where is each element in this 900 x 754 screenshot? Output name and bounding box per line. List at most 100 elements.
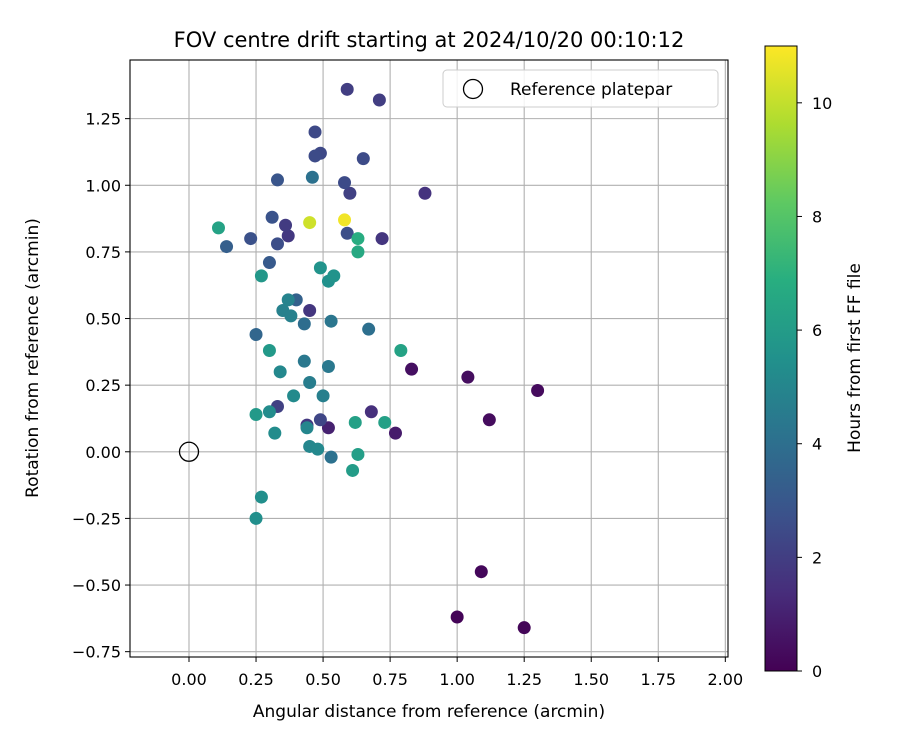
scatter-point	[308, 125, 322, 139]
scatter-point	[244, 232, 258, 246]
x-tick-label: 0.25	[238, 670, 274, 689]
scatter-point	[378, 415, 392, 429]
scatter-points	[211, 82, 545, 635]
scatter-point	[287, 389, 301, 403]
x-axis-ticks: 0.00 0.25 0.50 0.75 1.00 1.25 1.50 1.75 2.00	[171, 657, 743, 689]
y-tick-label: 0.25	[85, 376, 121, 395]
scatter-point	[305, 170, 319, 184]
reference-platepar-marker	[178, 441, 200, 462]
y-tick-label: −0.75	[72, 643, 121, 662]
colorbar-label: Hours from first FF file	[845, 263, 865, 453]
scatter-point	[362, 322, 376, 336]
x-tick-label: 0.75	[372, 670, 408, 689]
scatter-point	[254, 269, 268, 283]
scatter-point	[388, 426, 402, 440]
reference-marker-group	[178, 441, 200, 462]
legend-box	[442, 69, 719, 108]
scatter-point	[324, 450, 338, 464]
x-tick-label: 2.00	[708, 670, 744, 689]
scatter-point	[270, 173, 284, 187]
y-tick-label: 1.25	[85, 110, 121, 129]
y-tick-label: 0.75	[85, 243, 121, 262]
scatter-point	[356, 152, 370, 166]
scatter-point	[281, 293, 295, 307]
scatter-point	[300, 421, 314, 435]
scatter-point	[327, 269, 341, 283]
scatter-point	[338, 176, 352, 190]
scatter-point	[340, 82, 354, 96]
y-tick-label: −0.50	[72, 576, 121, 595]
scatter-point	[348, 415, 362, 429]
scatter-point	[531, 383, 545, 397]
scatter-point	[249, 407, 263, 421]
scatter-point	[405, 362, 419, 376]
chart-title: FOV centre drift starting at 2024/10/20 …	[174, 28, 685, 52]
y-axis-ticks: −0.75 −0.50 −0.25 0.00 0.25 0.50 0.75 1.00 1.25	[72, 110, 130, 662]
scatter-point	[254, 490, 268, 504]
y-tick-label: −0.25	[72, 509, 121, 528]
plot-frame	[129, 59, 729, 658]
scatter-point	[249, 328, 263, 342]
scatter-point	[375, 232, 389, 246]
colorbar: 0 2 4 6 8 10 Hours from first FF file	[764, 45, 865, 681]
colorbar-tick-label: 2	[812, 548, 822, 567]
x-axis-label: Angular distance from reference (arcmin)	[253, 702, 605, 722]
scatter-point	[311, 442, 325, 456]
scatter-point	[268, 426, 282, 440]
grid-lines	[130, 60, 728, 657]
scatter-point	[313, 261, 327, 275]
scatter-point	[418, 186, 432, 200]
colorbar-tick-label: 8	[812, 207, 822, 226]
y-tick-label: 1.00	[85, 176, 121, 195]
scatter-point	[308, 149, 322, 163]
x-tick-label: 1.25	[506, 670, 542, 689]
scatter-point	[364, 405, 378, 419]
scatter-point	[351, 232, 365, 246]
scatter-point	[265, 210, 279, 224]
scatter-point	[321, 359, 335, 373]
colorbar-tick-label: 6	[812, 321, 822, 340]
scatter-point	[450, 610, 464, 624]
y-tick-label: 0.50	[85, 310, 121, 329]
legend: Reference platepar	[442, 69, 719, 108]
scatter-point	[474, 565, 488, 579]
scatter-point	[220, 240, 234, 254]
scatter-point	[482, 413, 496, 427]
y-tick-label: 0.00	[85, 443, 121, 462]
y-axis-label: Rotation from reference (arcmin)	[23, 218, 43, 498]
legend-reference-marker	[462, 78, 484, 100]
colorbar-tick-label: 4	[812, 435, 822, 454]
scatter-point	[303, 216, 317, 230]
colorbar-tick-label: 10	[812, 94, 832, 113]
scatter-point	[270, 237, 284, 251]
legend-reference-label: Reference platepar	[510, 80, 672, 100]
scatter-point	[313, 413, 327, 427]
scatter-point	[324, 314, 338, 328]
scatter-point	[351, 245, 365, 259]
colorbar-gradient	[764, 45, 798, 672]
scatter-point	[346, 463, 360, 477]
scatter-point	[372, 93, 386, 107]
scatter-point	[517, 621, 531, 635]
x-tick-label: 0.00	[171, 670, 207, 689]
scatter-point	[297, 354, 311, 368]
x-tick-label: 1.75	[640, 670, 676, 689]
scatter-point	[338, 213, 352, 227]
scatter-point	[316, 389, 330, 403]
scatter-point	[273, 365, 287, 379]
scatter-point	[303, 304, 317, 318]
x-tick-label: 1.50	[573, 670, 609, 689]
colorbar-ticks: 0 2 4 6 8 10	[797, 94, 832, 681]
scatter-point	[262, 344, 276, 358]
scatter-point	[249, 511, 263, 525]
x-tick-label: 1.00	[439, 670, 475, 689]
scatter-point	[394, 344, 408, 358]
scatter-point	[211, 221, 225, 235]
x-tick-label: 0.50	[305, 670, 341, 689]
scatter-point	[279, 218, 293, 232]
scatter-point	[262, 405, 276, 419]
scatter-point	[340, 226, 354, 240]
scatter-point	[262, 256, 276, 270]
scatter-point	[284, 309, 298, 323]
